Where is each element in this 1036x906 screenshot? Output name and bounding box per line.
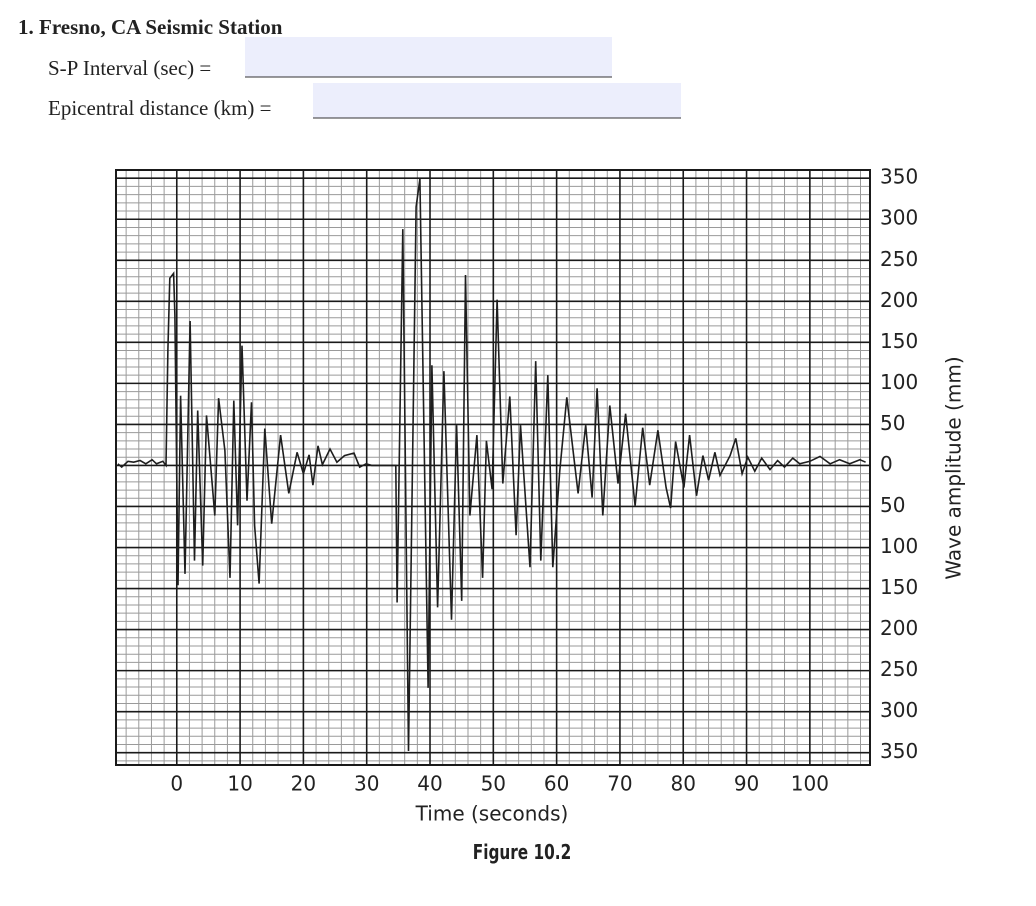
y-tick-label: 350 bbox=[880, 739, 918, 763]
x-tick-label: 60 bbox=[544, 772, 569, 796]
plot-frame bbox=[115, 169, 871, 766]
x-tick-label: 30 bbox=[354, 772, 379, 796]
y-tick-label: 50 bbox=[880, 411, 905, 435]
seismogram bbox=[115, 169, 871, 766]
field-label: Epicentral distance (km) = bbox=[48, 96, 272, 120]
y-tick-label: 150 bbox=[880, 575, 918, 599]
y-tick-label: 150 bbox=[880, 329, 918, 353]
x-tick-label: 90 bbox=[734, 772, 759, 796]
x-tick-label: 80 bbox=[671, 772, 696, 796]
answer-box[interactable] bbox=[245, 37, 612, 77]
y-tick-label: 300 bbox=[880, 206, 918, 230]
x-tick-label: 20 bbox=[291, 772, 316, 796]
y-tick-label: 100 bbox=[880, 534, 918, 558]
x-tick-label: 10 bbox=[227, 772, 252, 796]
figure-caption: Figure 10.2 bbox=[473, 842, 571, 865]
y-tick-label: 200 bbox=[880, 616, 918, 640]
y-tick-label: 100 bbox=[880, 370, 918, 394]
x-axis-title: Time (seconds) bbox=[415, 802, 569, 826]
y-tick-label: 300 bbox=[880, 698, 918, 722]
y-tick-label: 350 bbox=[880, 165, 918, 189]
y-tick-label: 0 bbox=[880, 452, 893, 476]
x-tick-label: 40 bbox=[417, 772, 442, 796]
y-axis-title: Wave amplitude (mm) bbox=[942, 356, 966, 579]
question-title: 1. Fresno, CA Seismic Station bbox=[18, 15, 283, 39]
y-tick-label: 200 bbox=[880, 288, 918, 312]
field-label: S-P Interval (sec) = bbox=[48, 56, 211, 80]
y-tick-label: 250 bbox=[880, 657, 918, 681]
seismic-trace bbox=[117, 178, 866, 752]
answer-box[interactable] bbox=[313, 83, 681, 118]
x-tick-label: 70 bbox=[607, 772, 632, 796]
y-tick-label: 250 bbox=[880, 247, 918, 271]
y-tick-label: 50 bbox=[880, 493, 905, 517]
x-tick-label: 0 bbox=[170, 772, 183, 796]
x-tick-label: 50 bbox=[481, 772, 506, 796]
x-tick-label: 100 bbox=[791, 772, 829, 796]
